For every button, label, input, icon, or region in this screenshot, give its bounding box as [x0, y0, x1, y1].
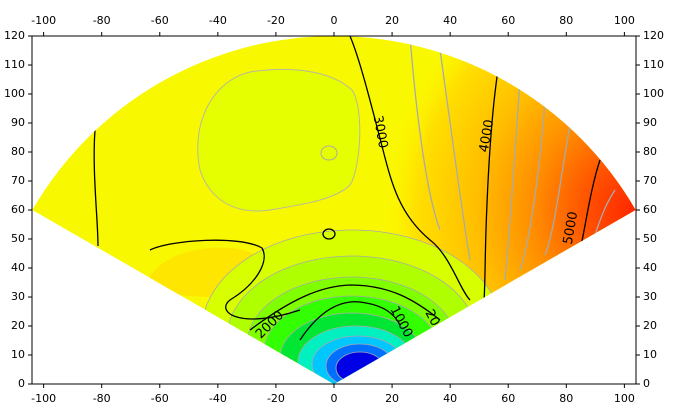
- x-tick-label: 40: [443, 392, 457, 405]
- y-tick-label: 30: [11, 290, 25, 303]
- y-tick-label: 80: [643, 145, 657, 158]
- x-tick-label: 20: [385, 392, 399, 405]
- x-tick-label: -40: [209, 14, 227, 27]
- x-tick-label: 20: [385, 14, 399, 27]
- x-tick-label: -60: [151, 14, 169, 27]
- y-tick-label: 100: [4, 87, 25, 100]
- x-tick-label: 80: [559, 14, 573, 27]
- band: [320, 145, 338, 161]
- x-tick-label: 0: [331, 392, 338, 405]
- y-tick-label: 10: [643, 348, 657, 361]
- contour-line: [322, 228, 336, 240]
- contour-label: 3000: [370, 114, 391, 149]
- contour-label: 5000: [561, 210, 582, 245]
- x-tick-label: -40: [209, 392, 227, 405]
- y-tick-label: 90: [643, 116, 657, 129]
- y-tick-label: 60: [11, 203, 25, 216]
- x-tick-label: -20: [267, 14, 285, 27]
- y-tick-label: 10: [11, 348, 25, 361]
- contour-line: [149, 239, 301, 320]
- y-tick-label: 100: [643, 87, 664, 100]
- y-tick-label: 20: [643, 319, 657, 332]
- y-tick-label: 70: [643, 174, 657, 187]
- contour-line: [544, 124, 571, 256]
- band: [32, 36, 636, 385]
- x-tick-label: -60: [151, 392, 169, 405]
- contour-line: [93, 129, 99, 247]
- x-tick-label: -20: [267, 392, 285, 405]
- x-tick-label: -100: [31, 392, 56, 405]
- y-tick-label: 0: [643, 377, 650, 390]
- contour-label: 20: [421, 307, 442, 329]
- y-tick-label: 90: [11, 116, 25, 129]
- y-tick-label: 50: [11, 232, 25, 245]
- x-tick-label: 0: [331, 14, 338, 27]
- contour-line: [249, 284, 441, 331]
- x-tick-label: 100: [614, 14, 635, 27]
- y-tick-label: 50: [643, 232, 657, 245]
- y-tick-label: 120: [643, 29, 664, 42]
- y-tick-label: 80: [11, 145, 25, 158]
- x-tick-label: -80: [93, 392, 111, 405]
- y-tick-label: 40: [643, 261, 657, 274]
- x-tick-label: 100: [614, 392, 635, 405]
- x-tick-label: 80: [559, 392, 573, 405]
- x-tick-label: 40: [443, 14, 457, 27]
- x-tick-label: -80: [93, 14, 111, 27]
- contour-line: [349, 36, 471, 301]
- y-tick-label: 110: [643, 58, 664, 71]
- contour-line: [504, 79, 521, 281]
- contour-line: [483, 69, 499, 301]
- contour-line: [409, 36, 441, 231]
- contour-label: 4000: [477, 118, 498, 153]
- y-tick-label: 30: [643, 290, 657, 303]
- x-tick-label: 60: [501, 14, 515, 27]
- x-tick-label: 60: [501, 392, 515, 405]
- y-tick-label: 0: [18, 377, 25, 390]
- contour-line: [439, 49, 471, 261]
- y-tick-label: 110: [4, 58, 25, 71]
- y-tick-label: 70: [11, 174, 25, 187]
- contour-field: [32, 36, 636, 385]
- contour-line: [594, 189, 616, 236]
- y-tick-label: 40: [11, 261, 25, 274]
- x-tick-label: -100: [31, 14, 56, 27]
- contour-line: [299, 301, 401, 341]
- contour-line: [519, 99, 546, 271]
- band: [335, 351, 385, 385]
- y-tick-label: 20: [11, 319, 25, 332]
- y-tick-label: 120: [4, 29, 25, 42]
- y-tick-label: 60: [643, 203, 657, 216]
